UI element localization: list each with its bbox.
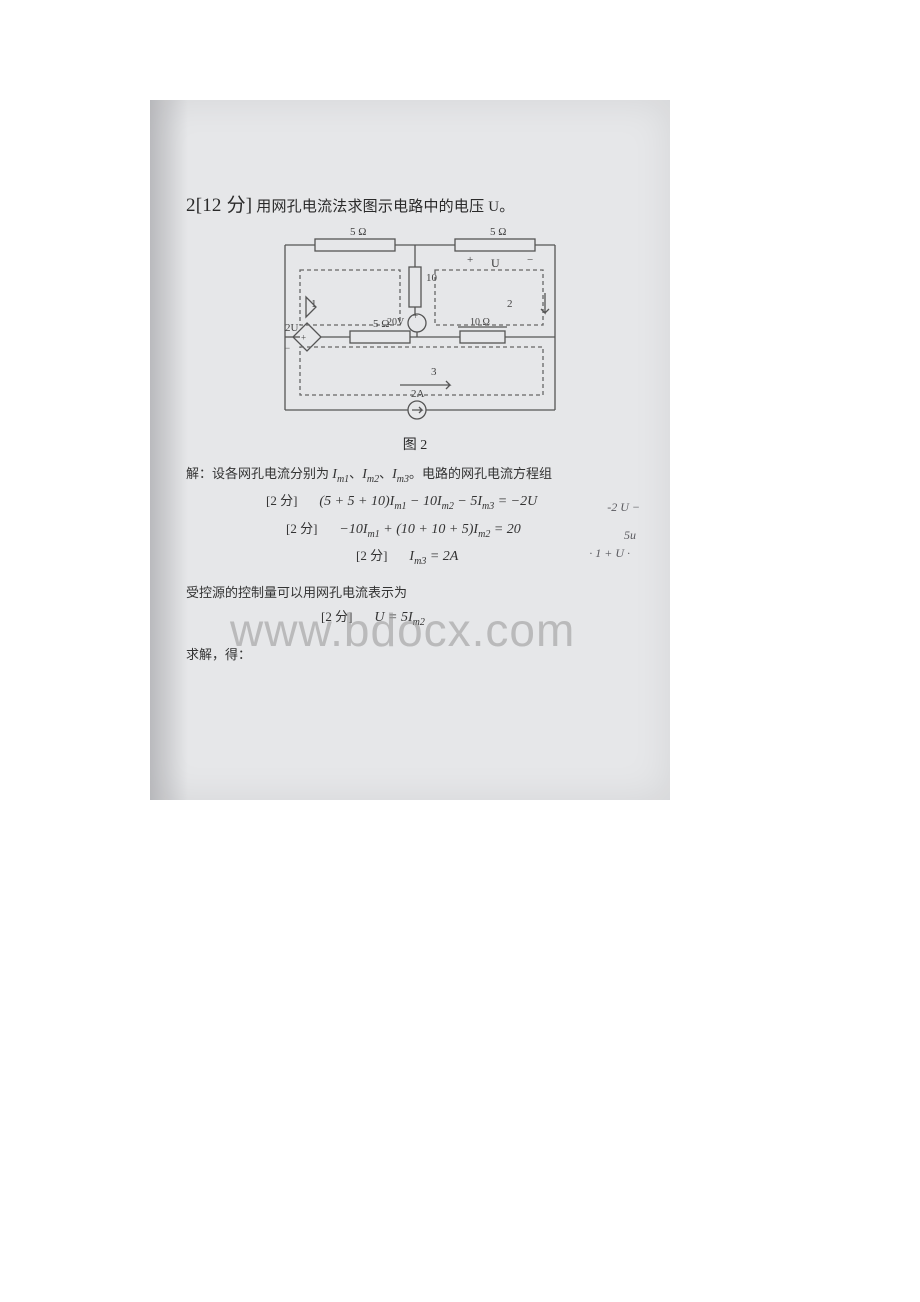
equation-2: −10Im1 + (10 + 10 + 5)Im2 = 20 — [339, 519, 520, 542]
circuit-diagram: 5 Ω 5 Ω + U − 10 20V + — [245, 225, 585, 430]
equation-3: Im3 = 2A — [409, 546, 458, 569]
svg-text:20V: 20V — [387, 317, 405, 328]
handwriting-note: -2 U − — [607, 498, 640, 517]
question-title: 2[12 分] 用网孔电流法求图示电路中的电压 U。 — [186, 190, 644, 217]
handwriting-note: · 1 + U · — [589, 544, 630, 563]
watermark: www.bdocx.com — [230, 603, 575, 657]
svg-text:5 Ω: 5 Ω — [490, 226, 506, 238]
svg-text:3: 3 — [431, 366, 437, 378]
score-tag: [2 分] — [356, 546, 387, 566]
handwriting-note: 5u — [624, 526, 636, 545]
score-tag: [2 分] — [286, 519, 317, 539]
svg-text:−: − — [285, 343, 290, 353]
solution-intro: 解：设各网孔电流分别为 Im1、Im2、Im3。电路的网孔电流方程组 — [186, 464, 644, 487]
equation-row: [2 分] (5 + 5 + 10)Im1 − 10Im2 − 5Im3 = −… — [186, 491, 644, 514]
svg-text:2: 2 — [507, 298, 513, 310]
svg-text:−: − — [527, 254, 533, 266]
equation-row: [2 分] Im3 = 2A — [186, 546, 644, 569]
svg-text:10: 10 — [426, 272, 438, 284]
svg-text:2A: 2A — [411, 388, 425, 400]
equation-row: [2 分] −10Im1 + (10 + 10 + 5)Im2 = 20 — [186, 519, 644, 542]
figure-caption: 图 2 — [186, 434, 644, 454]
svg-text:10 Ω: 10 Ω — [470, 317, 490, 328]
svg-text:U: U — [491, 256, 500, 270]
svg-text:5 Ω: 5 Ω — [373, 318, 389, 330]
equation-1: (5 + 5 + 10)Im1 − 10Im2 − 5Im3 = −2U — [319, 491, 537, 514]
score-tag: [2 分] — [266, 491, 297, 511]
document-content: 2[12 分] 用网孔电流法求图示电路中的电压 U。 5 Ω 5 Ω + U − — [150, 100, 670, 688]
question-prompt: 用网孔电流法求图示电路中的电压 U。 — [256, 199, 514, 215]
svg-text:+: + — [413, 311, 418, 321]
svg-text:+: + — [301, 333, 306, 343]
question-number: 2[12 分] — [186, 195, 252, 216]
svg-text:2U: 2U — [285, 322, 299, 334]
control-source-text: 受控源的控制量可以用网孔电流表示为 — [186, 583, 644, 603]
page: 2[12 分] 用网孔电流法求图示电路中的电压 U。 5 Ω 5 Ω + U − — [0, 0, 920, 1302]
svg-text:5 Ω: 5 Ω — [350, 226, 366, 238]
svg-text:+: + — [467, 254, 473, 266]
